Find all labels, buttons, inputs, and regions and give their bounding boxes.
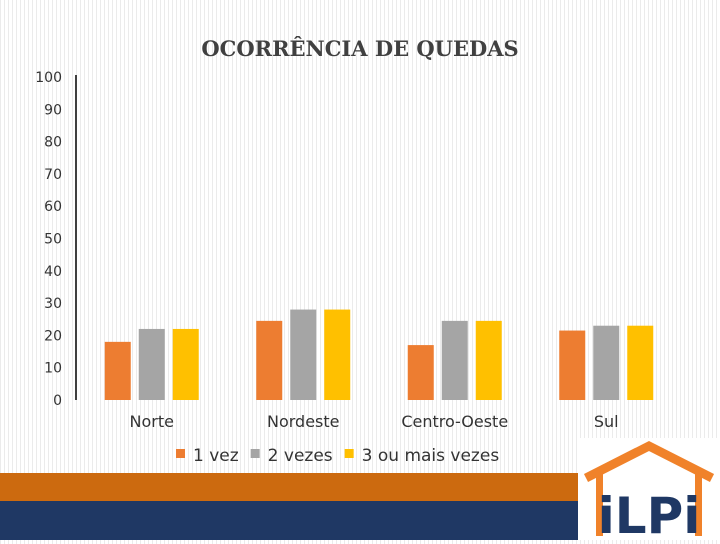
bar-0-1 xyxy=(138,328,165,400)
y-tick-label: 100 xyxy=(35,70,62,86)
x-axis: Norte Nordeste Centro-Oeste Sul xyxy=(130,412,619,431)
y-tick-label: 70 xyxy=(44,167,62,183)
ilpi-logo: iLPi xyxy=(578,438,720,544)
ilpi-logo-graphic: iLPi xyxy=(583,440,715,544)
bar-0-0 xyxy=(104,341,131,400)
bar-2-2 xyxy=(475,320,502,400)
x-category-label: Norte xyxy=(130,412,174,431)
bar-3-1 xyxy=(593,325,620,400)
bar-0-2 xyxy=(172,328,199,400)
bar-2-0 xyxy=(407,345,434,400)
legend-swatch xyxy=(176,449,185,458)
legend-label: 3 ou mais vezes xyxy=(362,446,500,466)
bar-1-0 xyxy=(256,320,283,400)
y-tick-label: 80 xyxy=(44,135,62,151)
legend: 1 vez 2 vezes 3 ou mais vezes xyxy=(176,446,499,466)
y-tick-label: 90 xyxy=(44,102,62,118)
bar-3-0 xyxy=(559,330,586,400)
legend-swatch xyxy=(344,449,354,458)
y-tick-label: 60 xyxy=(44,199,62,215)
x-category-label: Centro-Oeste xyxy=(401,412,508,431)
legend-label: 2 vezes xyxy=(268,446,333,466)
bar-1-2 xyxy=(324,309,351,400)
bar-1-1 xyxy=(290,309,317,400)
bar-3-2 xyxy=(627,325,654,400)
logo-text: iLPi xyxy=(598,487,701,540)
y-axis: 0 10 20 30 40 50 60 70 80 90 100 xyxy=(35,70,77,409)
y-tick-label: 50 xyxy=(44,232,62,248)
y-tick-label: 40 xyxy=(44,264,62,280)
y-tick-label: 20 xyxy=(44,328,62,344)
bars-group xyxy=(104,309,654,400)
legend-label: 1 vez xyxy=(193,446,239,466)
bar-2-1 xyxy=(441,320,468,400)
chart-title: OCORRÊNCIA DE QUEDAS xyxy=(201,36,518,61)
y-tick-label: 0 xyxy=(53,393,62,409)
x-category-label: Nordeste xyxy=(267,412,340,431)
x-category-label: Sul xyxy=(594,412,619,431)
legend-swatch xyxy=(250,449,260,458)
y-tick-label: 10 xyxy=(44,361,62,377)
y-tick-label: 30 xyxy=(44,296,62,312)
